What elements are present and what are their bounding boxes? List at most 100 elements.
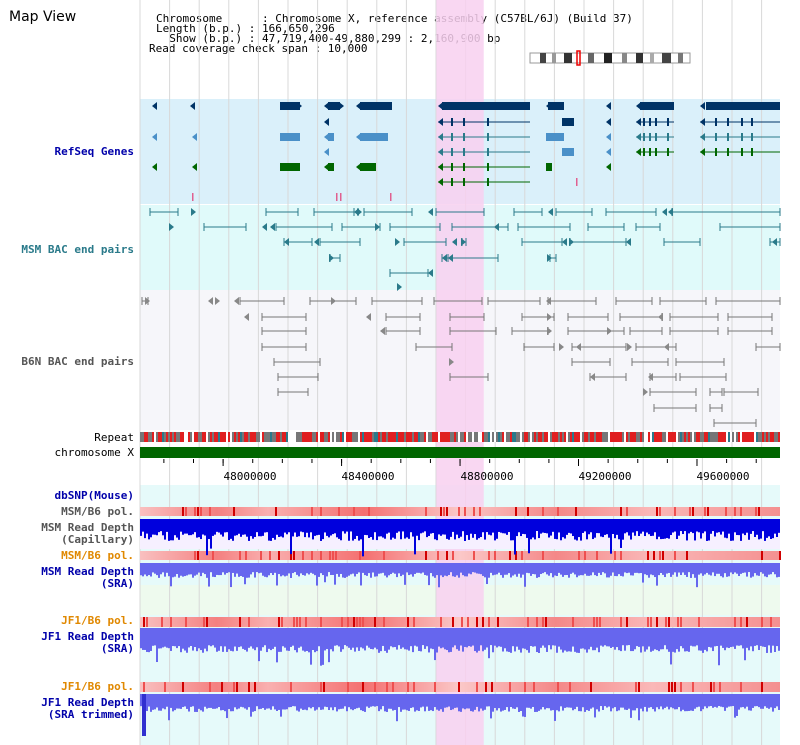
jf1-sra-depth-bar bbox=[232, 628, 234, 652]
msm-sra-depth-bar bbox=[764, 563, 766, 577]
jf1-sra-depth-bar bbox=[180, 628, 182, 653]
msm-sra-depth-bar bbox=[552, 563, 554, 578]
capillary-depth-bar bbox=[598, 519, 600, 534]
jf1-sra-depth-bar bbox=[224, 628, 226, 647]
snp-density bbox=[299, 617, 301, 627]
bac-end-pairs[interactable] bbox=[141, 208, 781, 427]
refseq-genes[interactable] bbox=[152, 102, 780, 201]
jf1-trimmed-depth-bar bbox=[646, 694, 648, 712]
jf1-trimmed-depth-bar bbox=[494, 694, 496, 708]
msm-sra-depth-label[interactable]: MSM Read Depth bbox=[41, 565, 134, 578]
refseq-genes-label[interactable]: RefSeq Genes bbox=[54, 145, 134, 158]
msm-b6-pol-label-2[interactable]: MSM/B6 pol. bbox=[61, 549, 134, 562]
capillary-depth-bar bbox=[242, 519, 244, 535]
msm-sra-depth-bar bbox=[582, 563, 584, 576]
jf1-trimmed-depth-bar bbox=[346, 694, 348, 712]
snp-density bbox=[527, 617, 529, 627]
msm-sra-depth-bar bbox=[730, 563, 732, 573]
snp-density bbox=[761, 551, 763, 560]
capillary-depth-bar bbox=[760, 519, 762, 539]
capillary-depth-bar bbox=[750, 519, 752, 534]
jf1-sra-depth-bar bbox=[382, 628, 384, 646]
capillary-depth-bar bbox=[430, 519, 432, 534]
msm-sra-depth-bar bbox=[742, 563, 744, 573]
jf1-trimmed-depth-bar bbox=[226, 694, 228, 719]
bac-end-arrow bbox=[314, 238, 319, 246]
jf1-sra-depth-bar bbox=[186, 628, 188, 653]
depth-spike bbox=[142, 694, 146, 736]
capillary-depth-bar bbox=[228, 519, 230, 541]
jf1-trimmed-depth-bar bbox=[756, 694, 758, 707]
capillary-depth-bar bbox=[354, 519, 356, 539]
jf1-trimmed-depth-bar bbox=[480, 694, 482, 709]
msm-sra-depth-bar bbox=[170, 563, 172, 587]
jf1-trimmed-depth-bar bbox=[562, 694, 564, 711]
snp-density bbox=[521, 551, 523, 560]
ideogram-band bbox=[540, 53, 546, 63]
jf1-trimmed-depth-bar bbox=[710, 694, 712, 707]
jf1-trimmed-depth-bar bbox=[772, 694, 774, 712]
capillary-depth-bar bbox=[142, 519, 144, 532]
strand-arrow bbox=[606, 102, 611, 110]
jf1-trimmed-depth-bar bbox=[530, 694, 532, 709]
msm-sra-depth-bar bbox=[242, 563, 244, 577]
snp-density bbox=[362, 617, 364, 627]
gene-exon bbox=[280, 163, 300, 171]
jf1-trimmed-depth-bar bbox=[222, 694, 224, 711]
capillary-depth-bar bbox=[740, 519, 742, 541]
snp-density bbox=[707, 507, 709, 516]
bac-end-arrow bbox=[215, 297, 220, 305]
b6n-bac-label[interactable]: B6N BAC end pairs bbox=[21, 355, 134, 368]
capillary-depth-bar bbox=[766, 519, 768, 538]
jf1-b6-pol-label-2[interactable]: JF1/B6 pol. bbox=[61, 680, 134, 693]
jf1-trimmed-depth-bar bbox=[678, 694, 680, 708]
jf1-sra-depth-bar bbox=[510, 628, 512, 653]
msm-sra-depth-bar bbox=[734, 563, 736, 573]
msm-sra-depth-bar bbox=[432, 563, 434, 577]
capillary-depth-bar bbox=[610, 519, 612, 554]
jf1-sra-depth-bar bbox=[454, 628, 456, 646]
jf1-sra-depth-bar bbox=[142, 628, 144, 650]
bac-end-arrow bbox=[626, 238, 631, 246]
capillary-depth-bar bbox=[604, 519, 606, 535]
msm-sra-depth-bar bbox=[688, 563, 690, 573]
msm-sra-depth-bar bbox=[638, 563, 640, 574]
repeat-segment bbox=[146, 432, 148, 442]
snp-density bbox=[212, 551, 214, 560]
repeat-segment bbox=[490, 432, 492, 442]
jf1-sra-depth-label[interactable]: JF1 Read Depth bbox=[41, 630, 134, 643]
jf1-trimmed-depth-bar bbox=[528, 694, 530, 708]
jf1-trimmed-depth-bar bbox=[282, 694, 284, 710]
msm-capillary-depth-label[interactable]: MSM Read Depth bbox=[41, 521, 134, 534]
msm-sra-depth-bar bbox=[246, 563, 248, 578]
jf1-sra-depth-bar bbox=[434, 628, 436, 661]
jf1-b6-pol-label-1[interactable]: JF1/B6 pol. bbox=[61, 614, 134, 627]
repeat-segment bbox=[170, 432, 172, 442]
jf1-trimmed-depth-label[interactable]: JF1 Read Depth bbox=[41, 696, 134, 709]
msm-sra-depth-bar bbox=[370, 563, 372, 578]
capillary-depth-bar bbox=[362, 519, 364, 557]
jf1-sra-depth-bar bbox=[598, 628, 600, 653]
capillary-depth-bar bbox=[696, 519, 698, 532]
capillary-depth-bar bbox=[576, 519, 578, 541]
jf1-sra-depth-bar bbox=[586, 628, 588, 653]
repeat-segment bbox=[336, 432, 338, 442]
repeat-segment bbox=[404, 432, 406, 442]
jf1-trimmed-depth-bar bbox=[776, 694, 778, 707]
repeat-segment bbox=[232, 432, 234, 442]
snp-density bbox=[758, 507, 760, 516]
capillary-depth-bar bbox=[246, 519, 248, 537]
repeat-segment bbox=[662, 432, 664, 442]
repeat-segment bbox=[268, 432, 270, 442]
msm-sra-depth-bar bbox=[420, 563, 422, 574]
capillary-depth-bar bbox=[324, 519, 326, 533]
repeat-segment bbox=[366, 432, 368, 442]
msm-bac-label[interactable]: MSM BAC end pairs bbox=[21, 243, 134, 256]
jf1-trimmed-depth-bar bbox=[576, 694, 578, 707]
dbsnp-label[interactable]: dbSNP(Mouse) bbox=[54, 489, 134, 502]
snp-density bbox=[359, 551, 361, 560]
jf1-sra-depth-bar bbox=[650, 628, 652, 652]
msm-b6-pol-label-1[interactable]: MSM/B6 pol. bbox=[61, 505, 134, 518]
